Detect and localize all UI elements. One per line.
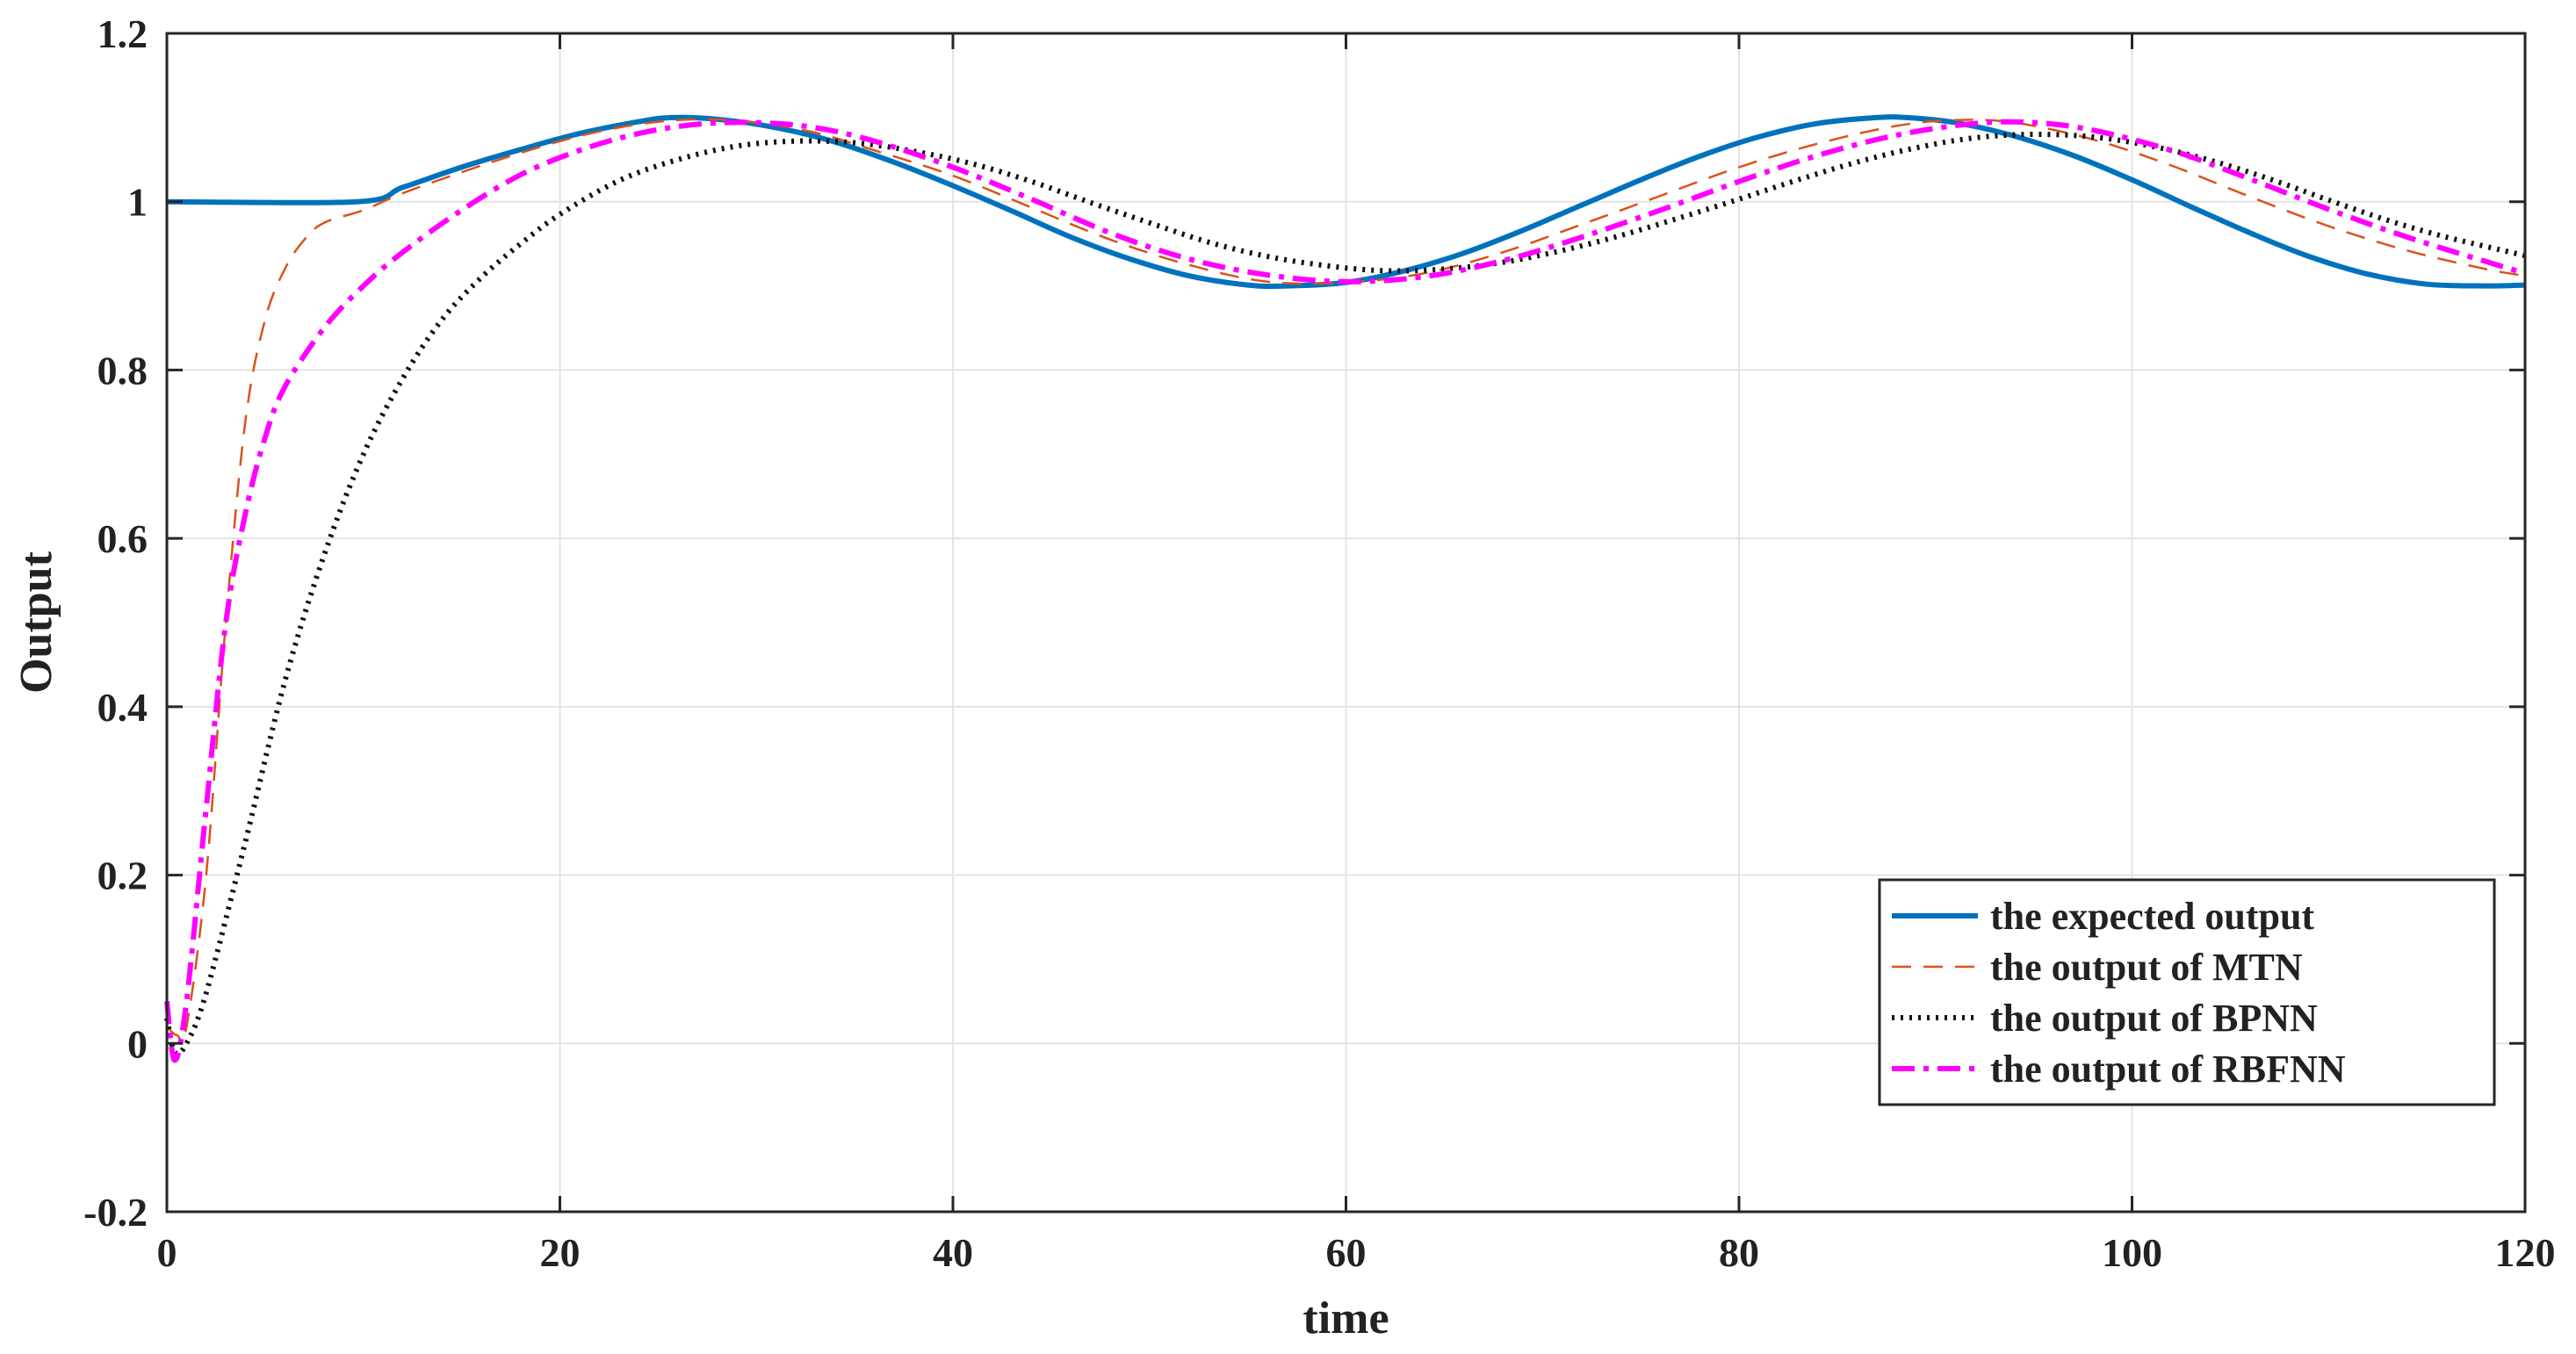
series-line-2 xyxy=(164,131,2526,1056)
y-tick-label: 1.2 xyxy=(97,11,148,56)
chart-legend: the expected output the output of MTN the … xyxy=(1878,878,2496,1106)
x-tick-label: 120 xyxy=(2495,1230,2556,1275)
axis-ticks: 0 20 40 60 80 100 120-0.200.20.40.60.811.2 xyxy=(83,11,2555,1275)
series-line-0 xyxy=(166,114,2526,290)
x-tick-label: 0 xyxy=(157,1230,177,1275)
y-tick-label: 0 xyxy=(127,1021,148,1066)
legend-label: the output of MTN xyxy=(1990,946,2303,989)
legend-box xyxy=(1878,878,2496,1106)
plot-area xyxy=(164,114,2526,1063)
series-line-3 xyxy=(164,119,2526,1063)
y-tick-label: 0.2 xyxy=(97,853,148,898)
y-tick-label: 0.6 xyxy=(97,516,148,561)
x-tick-label: 40 xyxy=(933,1230,973,1275)
x-tick-label: 80 xyxy=(1719,1230,1759,1275)
y-tick-label: 0.8 xyxy=(97,348,148,393)
x-axis-label: time xyxy=(1302,1293,1389,1343)
y-tick-label: 0.4 xyxy=(97,685,148,730)
y-tick-label: 1 xyxy=(127,180,148,225)
y-axis-label: Output xyxy=(11,551,61,694)
x-tick-label: 20 xyxy=(540,1230,581,1275)
x-tick-label: 60 xyxy=(1326,1230,1367,1275)
legend-label: the output of BPNN xyxy=(1990,997,2318,1040)
legend-label: the expected output xyxy=(1990,895,2314,938)
legend-label: the output of RBFNN xyxy=(1990,1048,2346,1091)
y-tick-label: -0.2 xyxy=(83,1190,148,1235)
series-line-1 xyxy=(166,118,2526,1042)
x-tick-label: 100 xyxy=(2102,1230,2162,1275)
